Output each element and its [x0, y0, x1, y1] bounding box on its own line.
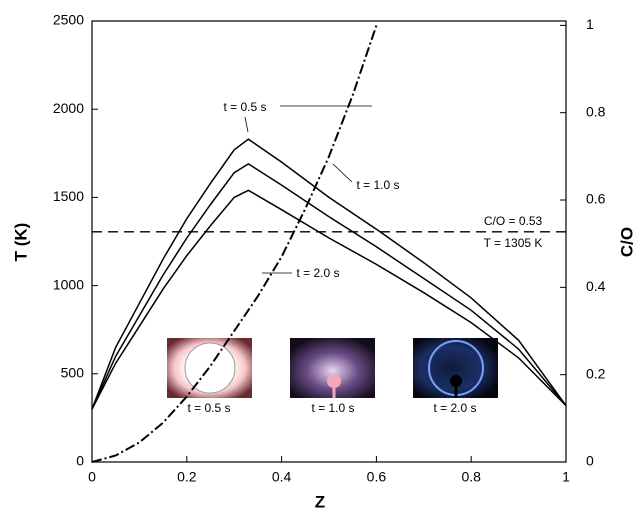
- insets: [167, 338, 498, 398]
- annotation-arrow: [245, 117, 248, 132]
- y-tick-label: 0: [76, 453, 84, 469]
- x-tick-label: 1: [562, 469, 570, 485]
- x-tick-label: 0: [88, 469, 96, 485]
- y2-tick-label: 0.4: [586, 278, 606, 294]
- y2-tick-label: 0.2: [586, 365, 606, 381]
- y2-axis-label: C/O: [617, 227, 636, 257]
- y2-tick-label: 1: [586, 16, 594, 32]
- annotation: t = 2.0 s: [296, 266, 339, 280]
- x-tick-label: 0.6: [367, 469, 387, 485]
- annotation-arrow: [333, 164, 352, 182]
- annotation: t = 0.5 s: [223, 100, 266, 114]
- x-tick-label: 0.4: [272, 469, 292, 485]
- inset-caption: t = 2.0 s: [433, 401, 476, 415]
- x-tick-label: 0.2: [177, 469, 197, 485]
- inset-detail: [327, 374, 341, 388]
- y-tick-label: 2000: [53, 100, 84, 116]
- chart: Z T (K) C/O 00.20.40.60.8105001000150020…: [0, 0, 641, 515]
- y2-tick-label: 0.8: [586, 103, 606, 119]
- annotation: T = 1305 K: [484, 236, 543, 250]
- inset-detail: [185, 343, 235, 393]
- y-tick-label: 1500: [53, 188, 84, 204]
- y-tick-label: 2500: [53, 12, 84, 28]
- inset-caption: t = 1.0 s: [311, 401, 354, 415]
- y-tick-label: 1000: [53, 276, 84, 292]
- annotation: t = 1.0 s: [356, 178, 399, 192]
- y-axis-label: T (K): [11, 223, 30, 262]
- y2-tick-label: 0: [586, 453, 594, 469]
- x-tick-label: 0.8: [461, 469, 481, 485]
- y2-tick-label: 0.6: [586, 191, 606, 207]
- inset-caption: t = 0.5 s: [187, 401, 230, 415]
- x-axis-label: Z: [315, 492, 325, 511]
- annotation: C/O = 0.53: [484, 214, 543, 228]
- y-tick-label: 500: [61, 365, 85, 381]
- inset-detail: [450, 375, 462, 387]
